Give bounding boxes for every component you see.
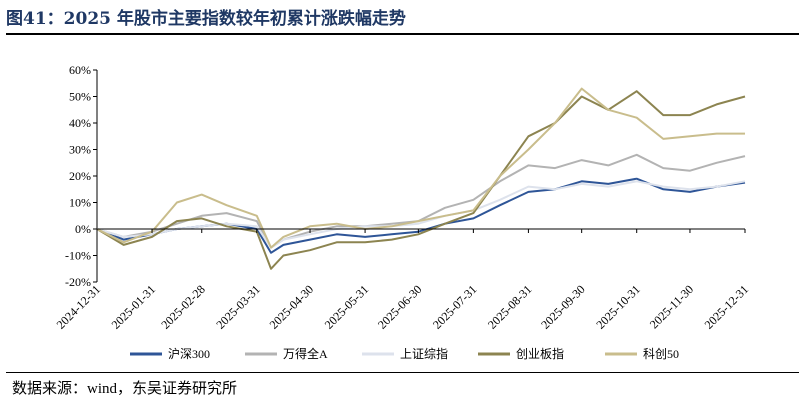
y-tick-label: 60% bbox=[69, 63, 91, 77]
series-line-5 bbox=[96, 87, 745, 249]
legend-label: 创业板指 bbox=[516, 346, 564, 361]
x-tick-label: 2025-08-31 bbox=[485, 282, 534, 331]
y-tick-label: 10% bbox=[69, 196, 91, 210]
x-tick-label: 2025-01-31 bbox=[109, 282, 158, 331]
x-tick-label: 2025-10-31 bbox=[593, 282, 642, 331]
y-tick-label: 20% bbox=[69, 169, 91, 183]
x-tick-label: 2025-07-31 bbox=[430, 282, 479, 331]
figure-title: 图41：2025 年股市主要指数较年初累计涨跌幅走势 bbox=[6, 9, 406, 29]
y-tick-label: -20% bbox=[65, 275, 91, 289]
y-tick-label: 0% bbox=[75, 222, 91, 236]
x-tick-label: 2024-12-31 bbox=[54, 282, 103, 331]
y-tick-label: 40% bbox=[69, 116, 91, 130]
x-tick-label: 2025-11-30 bbox=[647, 282, 696, 331]
source-rule bbox=[6, 372, 799, 373]
y-tick-label: -10% bbox=[65, 249, 91, 263]
source-note: 数据来源：wind，东吴证券研究所 bbox=[12, 381, 238, 397]
x-tick-label: 2025-09-30 bbox=[538, 282, 587, 331]
series-line-1 bbox=[96, 177, 746, 254]
series-line-4 bbox=[96, 90, 746, 270]
legend-label: 上证综指 bbox=[400, 346, 448, 361]
x-tick-label: 2025-03-31 bbox=[213, 282, 262, 331]
legend-label: 科创50 bbox=[643, 347, 679, 361]
x-tick-label: 2025-05-31 bbox=[322, 282, 371, 331]
x-tick-label: 2025-12-31 bbox=[702, 282, 751, 331]
x-tick-label: 2025-06-30 bbox=[375, 282, 424, 331]
y-tick-label: 50% bbox=[69, 90, 91, 104]
y-tick-label: 30% bbox=[69, 143, 91, 157]
legend-label: 沪深300 bbox=[168, 347, 210, 361]
series-line-2 bbox=[96, 153, 746, 249]
title-rule bbox=[6, 33, 799, 35]
x-tick-label: 2025-02-28 bbox=[158, 282, 207, 331]
legend-label: 万得全A bbox=[283, 346, 328, 361]
x-tick-label: 2025-04-30 bbox=[267, 282, 316, 331]
series-line-3 bbox=[96, 180, 746, 249]
